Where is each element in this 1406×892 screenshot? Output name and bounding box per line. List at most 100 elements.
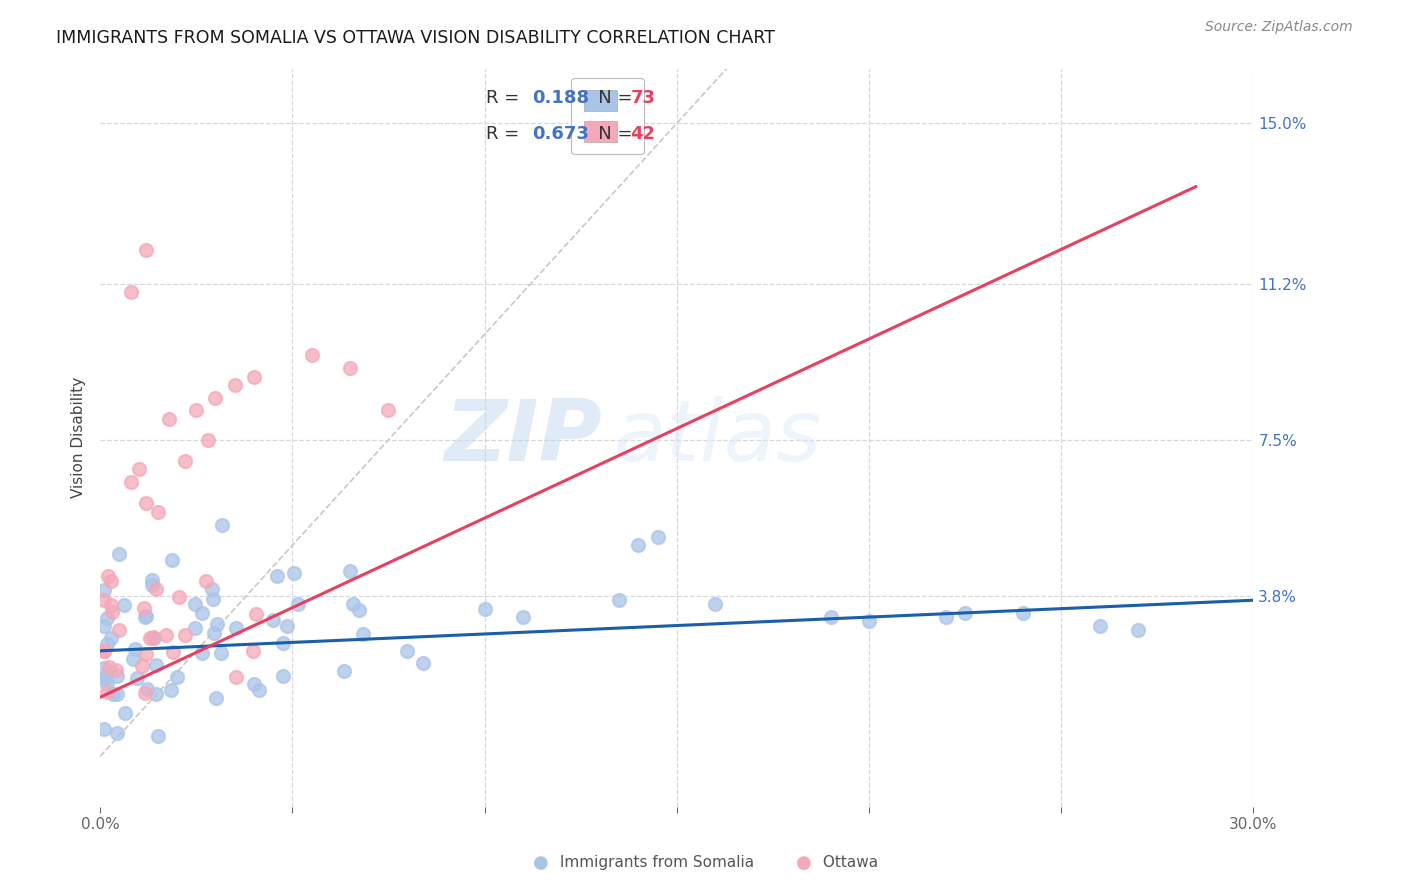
Point xyxy=(167,590,190,604)
Text: ●: ● xyxy=(533,854,550,871)
Point xyxy=(339,564,361,578)
Point xyxy=(100,598,122,612)
Point xyxy=(112,598,135,612)
Point xyxy=(276,619,298,633)
Point xyxy=(134,686,156,700)
Text: 73: 73 xyxy=(631,89,655,107)
Text: R =: R = xyxy=(486,125,526,143)
Text: N =: N = xyxy=(581,89,638,107)
Point xyxy=(242,644,264,658)
Point xyxy=(287,597,309,611)
Point xyxy=(105,663,128,677)
Text: Source: ZipAtlas.com: Source: ZipAtlas.com xyxy=(1205,20,1353,34)
Point xyxy=(132,601,155,615)
Point xyxy=(271,636,294,650)
Point xyxy=(207,616,229,631)
Point xyxy=(131,659,153,673)
Text: ●: ● xyxy=(796,854,813,871)
Point xyxy=(190,647,212,661)
Point xyxy=(93,644,115,658)
Point xyxy=(143,631,166,645)
Point xyxy=(704,598,727,612)
Text: 42: 42 xyxy=(631,125,655,143)
Point xyxy=(135,647,157,661)
Point xyxy=(271,669,294,683)
Point xyxy=(184,621,207,635)
Point xyxy=(141,573,163,587)
Point xyxy=(339,361,361,376)
Point xyxy=(93,644,115,658)
Point xyxy=(191,606,214,620)
Point xyxy=(283,566,305,580)
Point xyxy=(1011,606,1033,620)
Point xyxy=(97,660,120,674)
Point xyxy=(138,631,160,645)
Point xyxy=(211,517,233,532)
Point xyxy=(225,670,247,684)
Point xyxy=(412,656,434,670)
Point xyxy=(114,706,136,721)
Point xyxy=(93,583,115,598)
Point xyxy=(160,682,183,697)
Point xyxy=(135,243,157,257)
Point xyxy=(512,610,534,624)
Point xyxy=(146,505,169,519)
Point xyxy=(125,671,148,685)
Point xyxy=(120,475,142,489)
Point xyxy=(342,597,364,611)
Point xyxy=(157,411,180,425)
Point xyxy=(935,610,957,624)
Point xyxy=(301,349,323,363)
Point xyxy=(141,578,163,592)
Point xyxy=(120,285,142,300)
Point xyxy=(173,454,195,468)
Point xyxy=(820,610,842,624)
Point xyxy=(146,729,169,743)
Point xyxy=(93,592,115,607)
Point xyxy=(155,628,177,642)
Point xyxy=(953,606,976,620)
Point xyxy=(333,665,356,679)
Point xyxy=(202,626,225,640)
Point xyxy=(195,574,218,588)
Point xyxy=(96,610,118,624)
Point xyxy=(101,687,124,701)
Point xyxy=(136,682,159,697)
Point xyxy=(105,687,128,701)
Point xyxy=(266,568,288,582)
Point xyxy=(474,601,496,615)
Point xyxy=(607,593,630,607)
Point xyxy=(160,552,183,566)
Point xyxy=(145,582,167,597)
Point xyxy=(166,670,188,684)
Text: IMMIGRANTS FROM SOMALIA VS OTTAWA VISION DISABILITY CORRELATION CHART: IMMIGRANTS FROM SOMALIA VS OTTAWA VISION… xyxy=(56,29,775,46)
Point xyxy=(96,637,118,651)
Point xyxy=(186,403,208,417)
Point xyxy=(135,496,157,510)
Point xyxy=(162,645,184,659)
Point xyxy=(128,462,150,476)
Point xyxy=(247,682,270,697)
Point xyxy=(262,613,284,627)
Text: N =: N = xyxy=(581,125,638,143)
Text: R =: R = xyxy=(486,89,526,107)
Point xyxy=(100,632,122,646)
Point xyxy=(97,569,120,583)
Point xyxy=(107,547,129,561)
Text: Immigrants from Somalia: Immigrants from Somalia xyxy=(555,855,755,870)
Point xyxy=(96,677,118,691)
Point xyxy=(135,609,157,624)
Point xyxy=(224,378,246,392)
Point xyxy=(1088,618,1111,632)
Point xyxy=(243,369,266,384)
Point xyxy=(96,684,118,698)
Text: Ottawa: Ottawa xyxy=(818,855,879,870)
Point xyxy=(142,630,165,644)
Point xyxy=(124,641,146,656)
Point xyxy=(245,607,267,621)
Point xyxy=(100,574,122,588)
Text: atlas: atlas xyxy=(613,396,821,479)
Point xyxy=(395,643,418,657)
Point xyxy=(349,603,371,617)
Point xyxy=(105,669,128,683)
